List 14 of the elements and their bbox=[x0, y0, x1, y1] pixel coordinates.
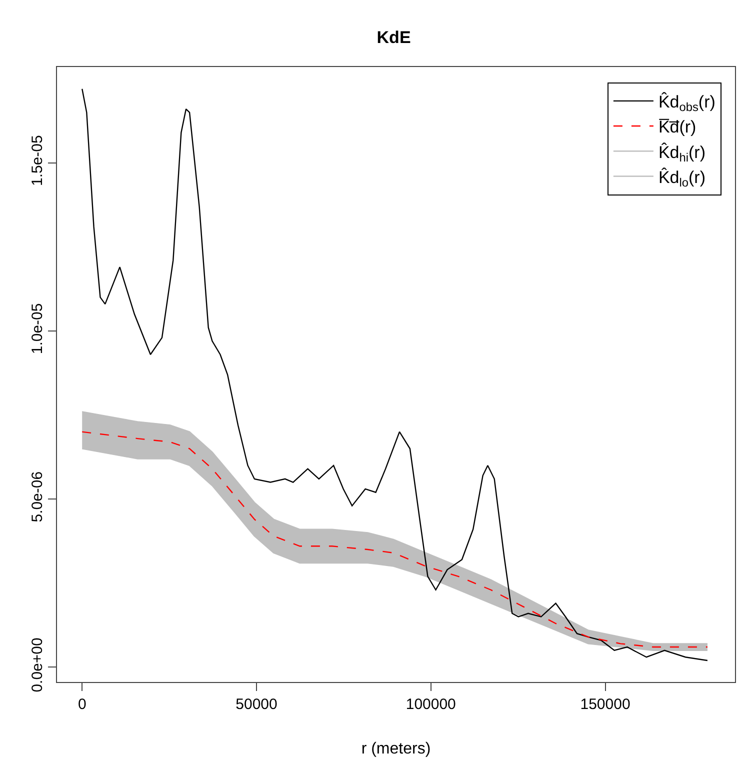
x-tick-label: 0 bbox=[78, 696, 86, 713]
chart-title: KdE bbox=[376, 28, 411, 47]
y-tick-label: 0.0e+00 bbox=[29, 638, 46, 692]
y-tick-label: 5.0e-06 bbox=[29, 471, 46, 522]
legend-label: K̅d̅(r) bbox=[658, 118, 696, 137]
legend-label: K̂d$_{hi}$(r) bbox=[658, 142, 706, 164]
x-tick-label: 50000 bbox=[236, 696, 278, 713]
y-tick-label: 1.5e-05 bbox=[29, 135, 46, 186]
y-tick-label: 1.0e-05 bbox=[29, 303, 46, 354]
x-tick-label: 150000 bbox=[580, 696, 630, 713]
x-axis-title: r (meters) bbox=[361, 740, 431, 758]
legend-label: K̂d$_{obs}$(r) bbox=[658, 92, 716, 114]
x-tick-label: 100000 bbox=[406, 696, 456, 713]
legend-label: K̂d$_{lo}$(r) bbox=[658, 167, 706, 190]
